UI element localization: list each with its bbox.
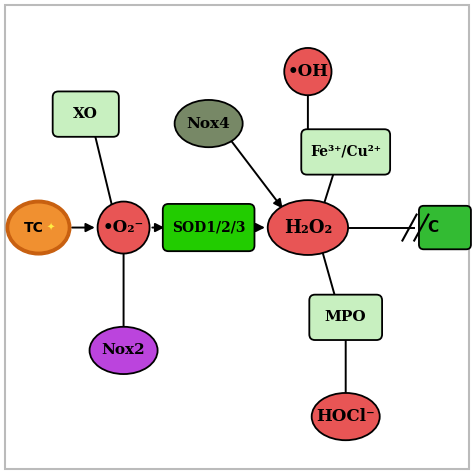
Text: •O₂⁻: •O₂⁻ [103, 219, 144, 236]
FancyBboxPatch shape [163, 204, 255, 251]
Text: MPO: MPO [325, 310, 366, 324]
FancyBboxPatch shape [301, 129, 390, 174]
FancyBboxPatch shape [53, 91, 119, 137]
Text: ✦: ✦ [46, 223, 55, 233]
Ellipse shape [284, 48, 331, 95]
Text: C: C [428, 220, 439, 235]
Text: H₂O₂: H₂O₂ [284, 219, 332, 237]
Text: Nox2: Nox2 [102, 344, 146, 357]
Ellipse shape [312, 393, 380, 440]
Text: TC: TC [24, 220, 44, 235]
Text: Nox4: Nox4 [187, 117, 230, 130]
FancyBboxPatch shape [310, 295, 382, 340]
Ellipse shape [6, 200, 71, 255]
Ellipse shape [90, 327, 157, 374]
FancyBboxPatch shape [419, 206, 471, 249]
Ellipse shape [268, 200, 348, 255]
Ellipse shape [174, 100, 243, 147]
Text: XO: XO [73, 107, 98, 121]
Text: HOCl⁻: HOCl⁻ [316, 408, 375, 425]
Text: •OH: •OH [287, 63, 328, 80]
Text: SOD1/2/3: SOD1/2/3 [172, 220, 246, 235]
FancyBboxPatch shape [5, 5, 469, 469]
Ellipse shape [9, 203, 68, 252]
Ellipse shape [98, 201, 150, 254]
Text: Fe³⁺/Cu²⁺: Fe³⁺/Cu²⁺ [310, 145, 381, 159]
